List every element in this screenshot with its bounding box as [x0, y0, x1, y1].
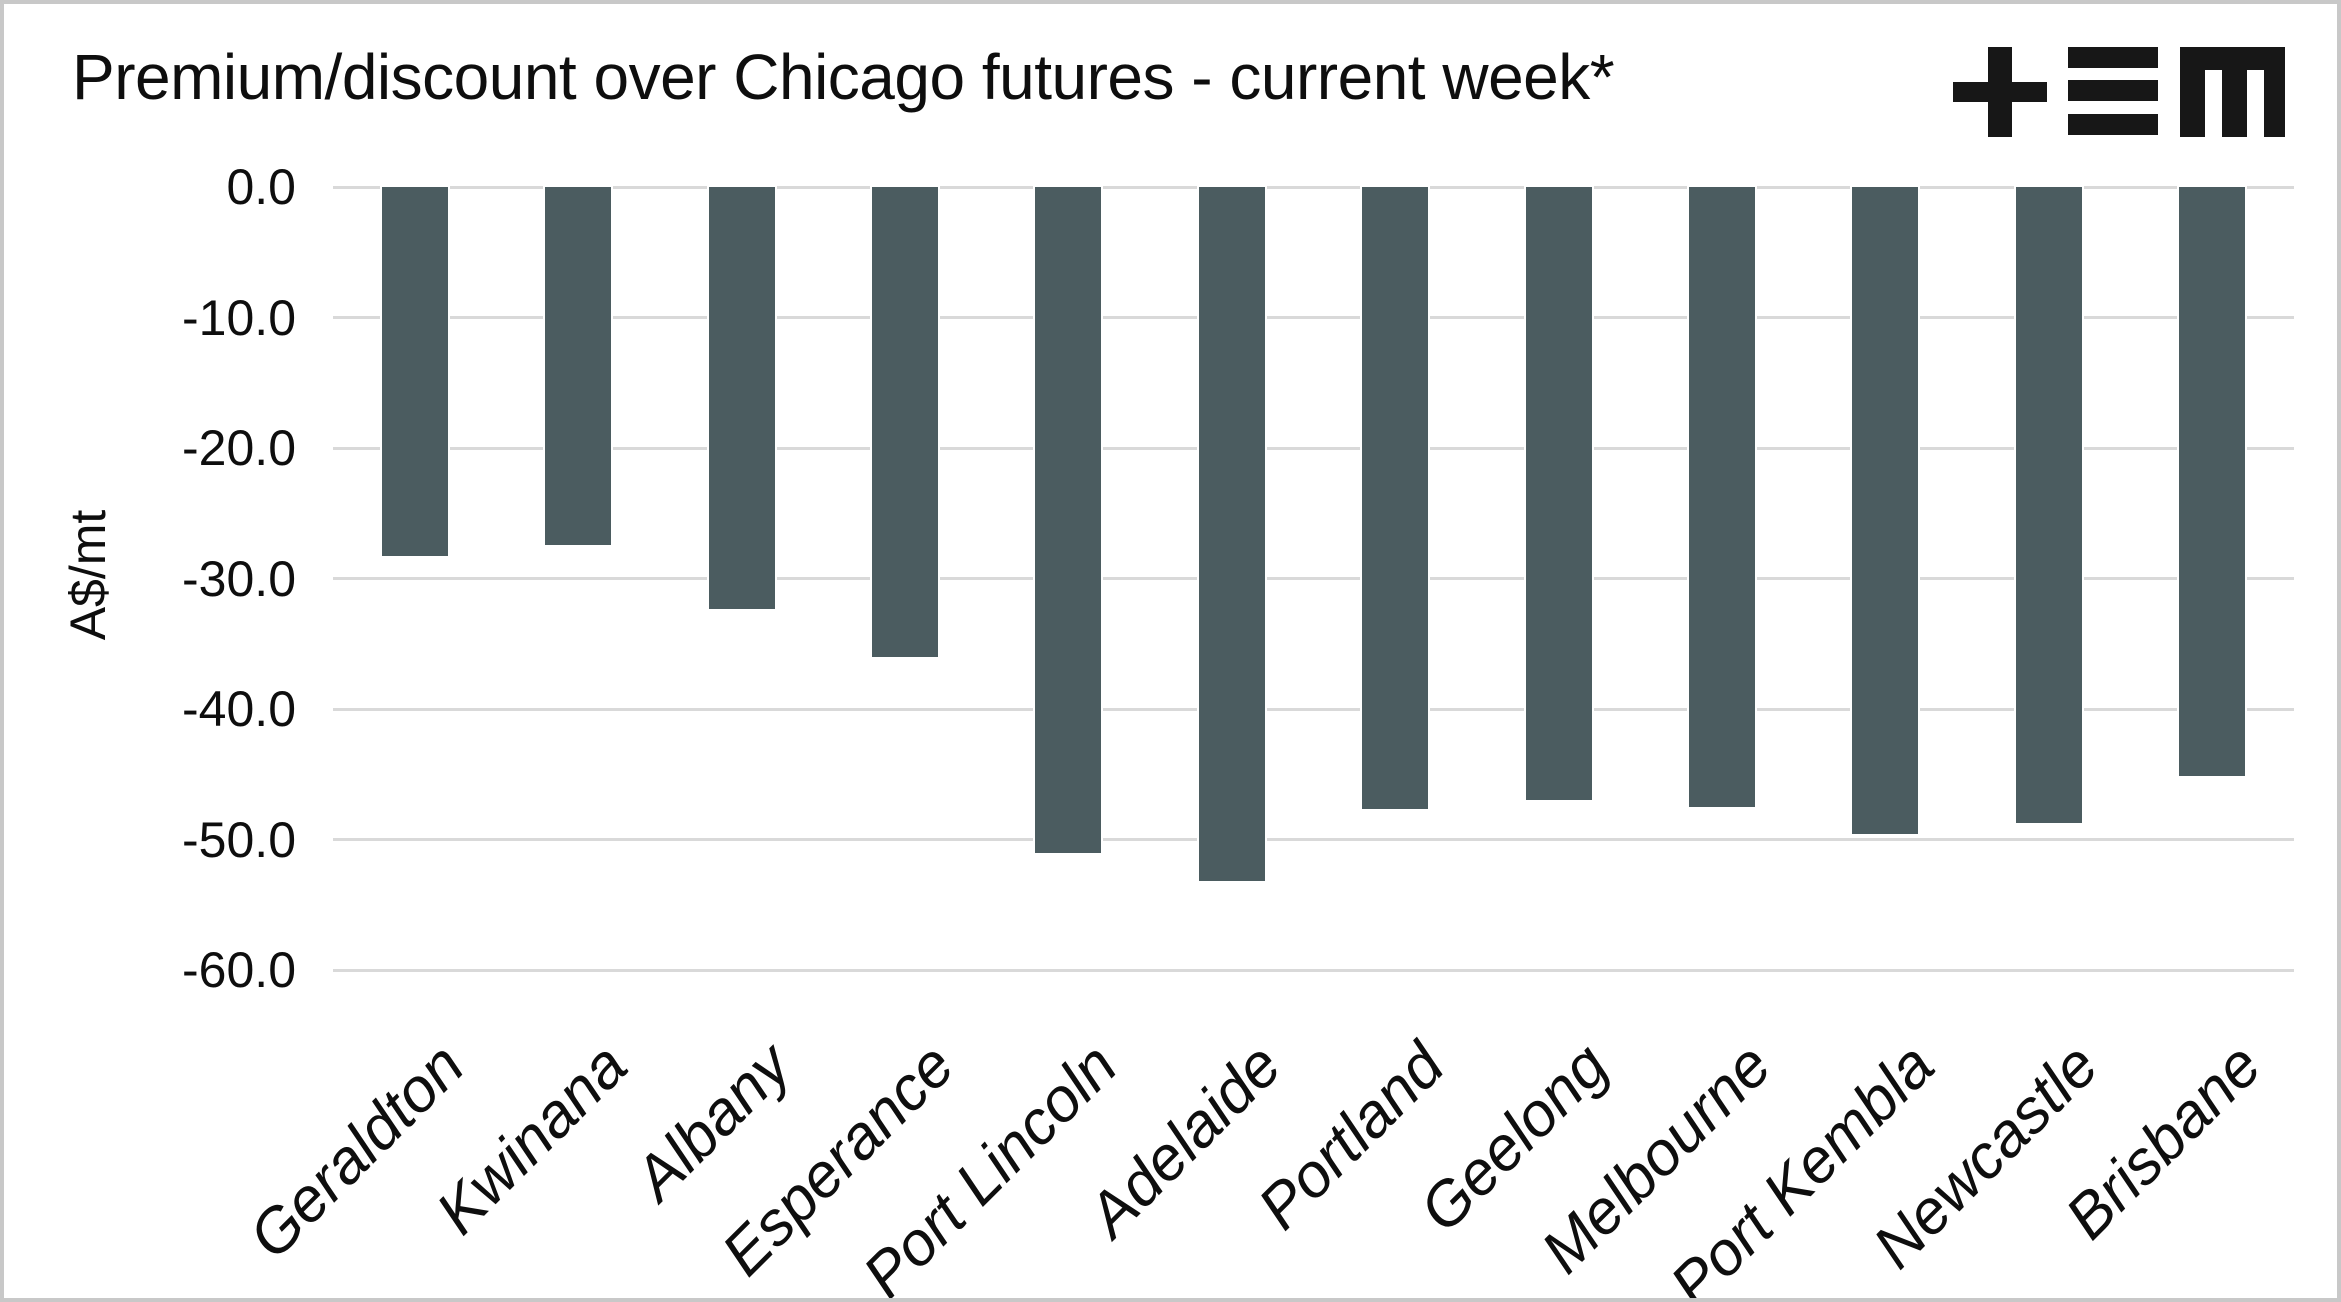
- logo-m-glyph: [2180, 47, 2285, 137]
- y-tick-label: -10.0: [182, 289, 296, 346]
- bar-port-kembla: [1850, 184, 1921, 837]
- bar-geraldton: [379, 184, 450, 559]
- gridline--50.0: [333, 838, 2294, 841]
- logo-plus-icon: [1953, 47, 2047, 137]
- chart-title: Premium/discount over Chicago futures - …: [72, 41, 1615, 113]
- gridline--60.0: [333, 968, 2294, 972]
- bar-geelong: [1523, 184, 1594, 803]
- bar-brisbane: [2177, 185, 2248, 778]
- y-tick-label: -50.0: [182, 811, 296, 868]
- bar-portland: [1360, 184, 1431, 812]
- gridline-0.0: [333, 185, 2294, 189]
- y-tick-label: -30.0: [182, 550, 296, 607]
- bar-adelaide: [1196, 184, 1267, 884]
- bar-melbourne: [1687, 185, 1758, 809]
- bar-albany: [706, 185, 777, 611]
- logo-triple-bars-icon: [2068, 47, 2158, 135]
- gridline--30.0: [333, 577, 2294, 580]
- gridline--10.0: [333, 316, 2294, 319]
- tem-logo: [1953, 47, 2285, 137]
- bar-esperance: [869, 185, 940, 659]
- gridline--40.0: [333, 707, 2294, 711]
- bar-port-lincoln: [1033, 185, 1104, 855]
- bar-kwinana: [543, 185, 614, 547]
- bar-newcastle: [2013, 185, 2084, 825]
- y-tick-label: -40.0: [182, 681, 296, 737]
- gridline--20.0: [333, 446, 2294, 450]
- y-tick-label: -20.0: [182, 420, 296, 476]
- y-tick-label: -60.0: [182, 942, 296, 998]
- y-tick-label: 0.0: [226, 159, 296, 215]
